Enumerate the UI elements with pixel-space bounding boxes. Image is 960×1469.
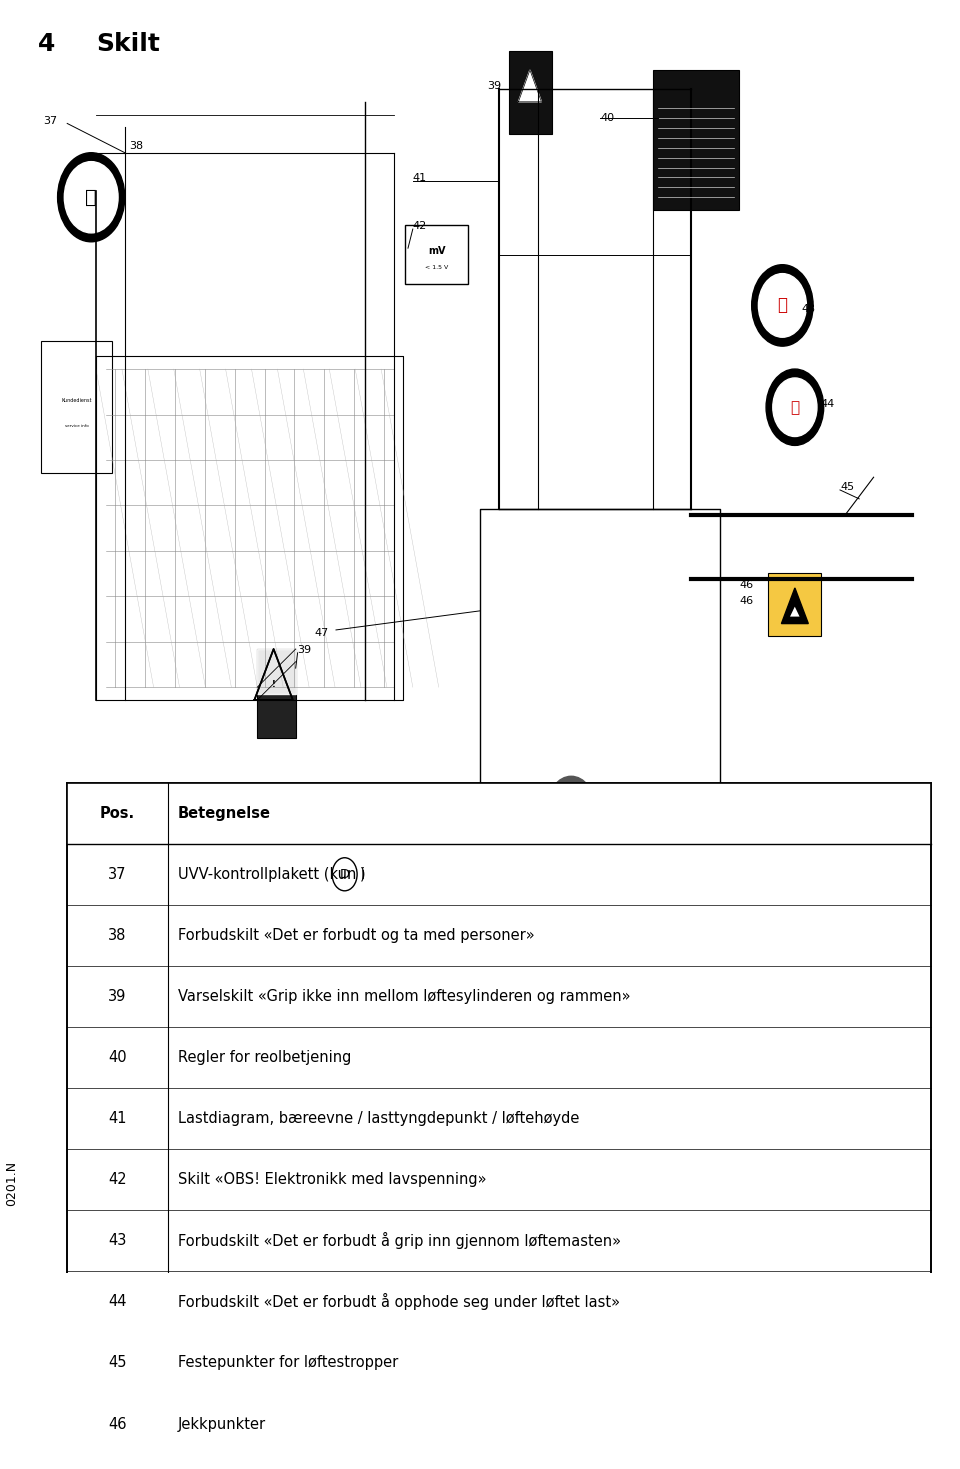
Text: < 1.5 V: < 1.5 V (425, 264, 448, 270)
Bar (768, 573, 821, 636)
Text: 46: 46 (739, 580, 754, 591)
Polygon shape (254, 649, 293, 699)
Circle shape (766, 369, 824, 445)
Text: ⛔: ⛔ (85, 188, 97, 207)
Text: 41: 41 (108, 1111, 127, 1127)
Circle shape (64, 162, 118, 234)
Circle shape (758, 273, 806, 338)
FancyBboxPatch shape (405, 225, 468, 284)
Polygon shape (781, 588, 808, 623)
Text: Lastdiagram, bæreevne / lasttyngdepunkt / løftehøyde: Lastdiagram, bæreevne / lasttyngdepunkt … (178, 1111, 579, 1127)
Text: 42: 42 (108, 1172, 127, 1187)
Text: 37: 37 (108, 867, 127, 881)
Text: 37: 37 (43, 116, 58, 126)
Text: 39: 39 (488, 81, 502, 91)
Text: 40: 40 (108, 1050, 127, 1065)
Bar (67, 783, 931, 843)
Text: ⛔: ⛔ (790, 400, 800, 414)
FancyBboxPatch shape (41, 341, 112, 473)
Text: service info: service info (65, 425, 88, 429)
Text: Festepunkter for løftestropper: Festepunkter for løftestropper (178, 1356, 397, 1371)
Text: ): ) (360, 867, 366, 881)
Text: 38: 38 (108, 928, 127, 943)
Text: Jekkpunkter: Jekkpunkter (178, 1416, 266, 1432)
Bar (653, 71, 739, 210)
Text: ▲: ▲ (790, 604, 800, 617)
Text: Forbudskilt «Det er forbudt å opphode seg under løftet last»: Forbudskilt «Det er forbudt å opphode se… (178, 1293, 619, 1310)
Bar (509, 51, 552, 134)
Text: UVV-kontrollplakett (kun i: UVV-kontrollplakett (kun i (178, 867, 370, 881)
Text: 41: 41 (413, 173, 427, 182)
Text: 45: 45 (840, 482, 854, 492)
Text: Skilt: Skilt (96, 32, 160, 56)
Text: Pos.: Pos. (100, 805, 135, 821)
Text: 39: 39 (108, 989, 127, 1003)
Bar (67, 783, 931, 1469)
Polygon shape (257, 649, 296, 693)
Text: D: D (340, 868, 349, 881)
Text: 45: 45 (108, 1356, 127, 1371)
Text: Betegnelse: Betegnelse (178, 805, 271, 821)
Text: 43: 43 (108, 1234, 127, 1249)
Text: 39: 39 (298, 645, 312, 655)
Circle shape (773, 378, 817, 436)
Text: 47: 47 (315, 629, 329, 639)
Circle shape (58, 153, 125, 242)
Text: Forbudskilt «Det er forbudt å grip inn gjennom løftemasten»: Forbudskilt «Det er forbudt å grip inn g… (178, 1232, 620, 1249)
Text: 0201.N: 0201.N (5, 1161, 18, 1206)
Bar (257, 649, 296, 737)
Text: 46: 46 (739, 596, 754, 607)
Polygon shape (518, 71, 541, 101)
Text: 43: 43 (802, 304, 816, 314)
Text: mV: mV (428, 245, 445, 256)
Text: Forbudskilt «Det er forbudt og ta med personer»: Forbudskilt «Det er forbudt og ta med pe… (178, 928, 534, 943)
Text: Kundedienst: Kundedienst (61, 398, 92, 404)
Circle shape (557, 789, 586, 827)
Text: 44: 44 (108, 1294, 127, 1309)
Text: 4: 4 (38, 32, 56, 56)
Circle shape (547, 776, 595, 840)
Text: 42: 42 (413, 220, 427, 231)
Text: 46: 46 (108, 1416, 127, 1432)
Text: 44: 44 (821, 400, 835, 410)
Text: 40: 40 (600, 113, 614, 123)
Text: 38: 38 (130, 141, 144, 151)
Circle shape (752, 264, 813, 347)
Text: Regler for reolbetjening: Regler for reolbetjening (178, 1050, 351, 1065)
Text: !: ! (272, 680, 276, 689)
Text: B 9: B 9 (908, 1240, 931, 1253)
Text: Skilt «OBS! Elektronikk med lavspenning»: Skilt «OBS! Elektronikk med lavspenning» (178, 1172, 486, 1187)
Text: ⛔: ⛔ (778, 297, 787, 314)
Text: Varselskilt «Grip ikke inn mellom løftesylinderen og rammen»: Varselskilt «Grip ikke inn mellom løftes… (178, 989, 630, 1003)
